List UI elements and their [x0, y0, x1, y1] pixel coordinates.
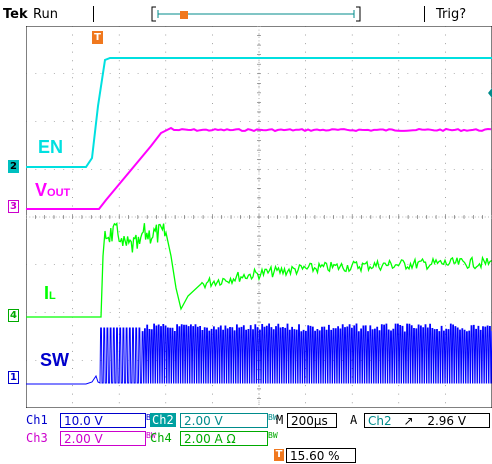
- trigger-level: 2.96 V: [427, 414, 467, 428]
- ch4-name[interactable]: Ch4: [150, 431, 172, 445]
- ch2-ground-marker[interactable]: 2: [8, 160, 19, 173]
- ch4-scale-value: 2.00 A Ω: [184, 432, 236, 446]
- ch2-bw-icon: BW: [268, 413, 278, 422]
- ch1-name[interactable]: Ch1: [26, 413, 48, 427]
- record-view-bar[interactable]: [150, 4, 362, 24]
- trigger-source: Ch2: [368, 414, 392, 428]
- sw-waveform: [26, 323, 492, 385]
- ch2-scale-value: 2.00 V: [184, 414, 223, 428]
- sw-label: SW: [40, 350, 69, 370]
- vout-waveform: [26, 126, 492, 210]
- trigger-position-marker[interactable]: T: [92, 31, 103, 44]
- il-label-main: I: [44, 283, 50, 303]
- ch4-bw-icon: BW: [268, 431, 278, 440]
- ch3-scale-value: 2.00 V: [64, 432, 103, 446]
- en-label: EN: [38, 137, 64, 157]
- divider: [93, 6, 94, 22]
- ch4-ground-marker[interactable]: 4: [8, 309, 19, 322]
- vout-label-sub: OUT: [47, 187, 71, 199]
- il-label-sub: L: [49, 290, 56, 302]
- ch3-name[interactable]: Ch3: [26, 431, 48, 445]
- ch4-scale[interactable]: 2.00 A Ω: [180, 431, 268, 446]
- vout-label: VOUT: [35, 180, 70, 201]
- il-label: IL: [44, 283, 56, 304]
- ch2-name[interactable]: Ch2: [150, 413, 176, 427]
- record-trigger-marker: [180, 11, 188, 19]
- ch3-scale[interactable]: 2.00 V: [60, 431, 146, 446]
- position-marker-icon: T: [274, 449, 284, 461]
- ch2-scale[interactable]: 2.00 V: [180, 413, 268, 428]
- divider: [424, 6, 425, 22]
- il-waveform: [26, 222, 492, 318]
- trigger-settings[interactable]: Ch2 ↗ 2.96 V: [364, 413, 490, 428]
- waveform-display[interactable]: [26, 26, 492, 408]
- trigger-slope-icon: ↗: [403, 414, 414, 428]
- en-waveform: [26, 57, 492, 168]
- vout-label-main: V: [35, 180, 48, 200]
- trigger-position-readout[interactable]: 15.60 %: [286, 448, 356, 463]
- acquisition-status: Run: [33, 7, 58, 22]
- ch1-scale-value: 10.0 V: [64, 414, 103, 428]
- brand-label: Tek: [3, 7, 28, 22]
- trigger-mode: A: [350, 413, 358, 427]
- ch3-bw-icon: BW: [146, 431, 156, 440]
- trigger-position-value: 15.60 %: [290, 449, 340, 463]
- trigger-level-marker: [488, 88, 492, 98]
- trigger-status: Trig?: [436, 7, 467, 22]
- timebase-value[interactable]: 200µs: [287, 413, 337, 428]
- ch1-scale[interactable]: 10.0 V: [60, 413, 146, 428]
- timebase-text: 200µs: [291, 414, 328, 428]
- timebase-prefix: M: [276, 413, 284, 427]
- ch1-ground-marker[interactable]: 1: [8, 371, 19, 384]
- status-bar: Tek Run Trig?: [0, 0, 492, 26]
- ch3-ground-marker[interactable]: 3: [8, 200, 19, 213]
